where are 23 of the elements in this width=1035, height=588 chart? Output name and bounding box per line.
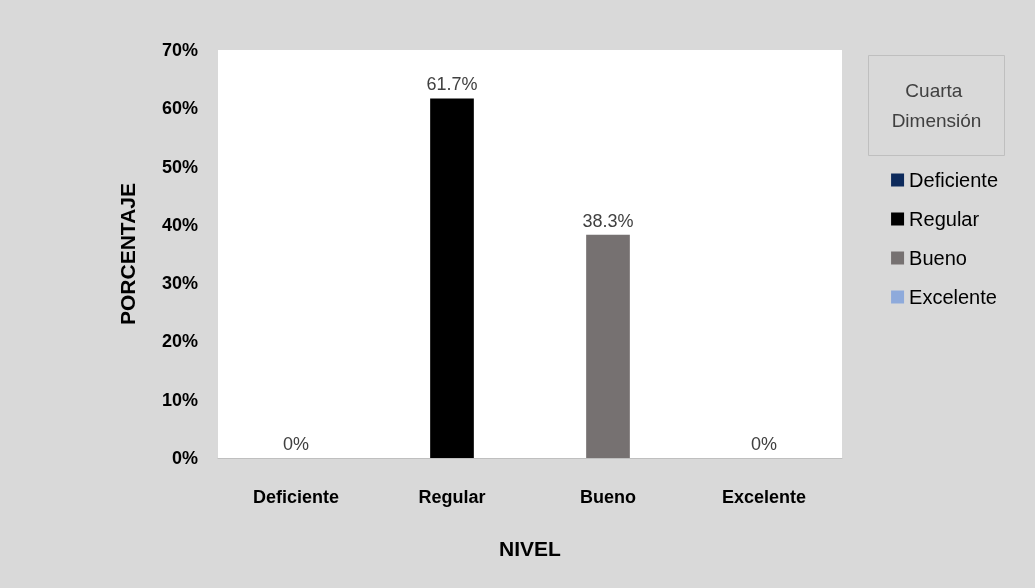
legend-label: Deficiente [909, 169, 998, 191]
x-tick-label: Deficiente [252, 487, 340, 507]
y-tick-label: 20% [161, 331, 198, 352]
y-tick-label: 70% [161, 40, 198, 60]
y-tick-label: 30% [161, 273, 198, 294]
y-tick-label: 10% [161, 389, 198, 410]
data-label: 61.7% [426, 74, 478, 95]
legend-label: Regular [909, 208, 980, 230]
y-tick-label: 50% [161, 156, 198, 177]
data-label: 0% [750, 434, 778, 454]
x-tick-label: Regular [418, 487, 486, 507]
legend-title: Cuarta Dimensión [891, 80, 982, 131]
y-tick-label: 60% [161, 98, 198, 119]
y-tick-label: 40% [161, 214, 198, 235]
legend-label: Excelente [909, 286, 997, 308]
legend-label: Bueno [909, 247, 967, 269]
x-tick-label: Excelente [721, 487, 807, 507]
data-label: 38.3% [582, 210, 634, 231]
x-axis-title: NIVEL [499, 537, 562, 560]
y-tick-label: 0% [171, 448, 198, 468]
data-label: 0% [282, 434, 310, 454]
x-tick-label: Bueno [580, 487, 636, 507]
y-axis-title: PORCENTAJE [116, 183, 139, 325]
